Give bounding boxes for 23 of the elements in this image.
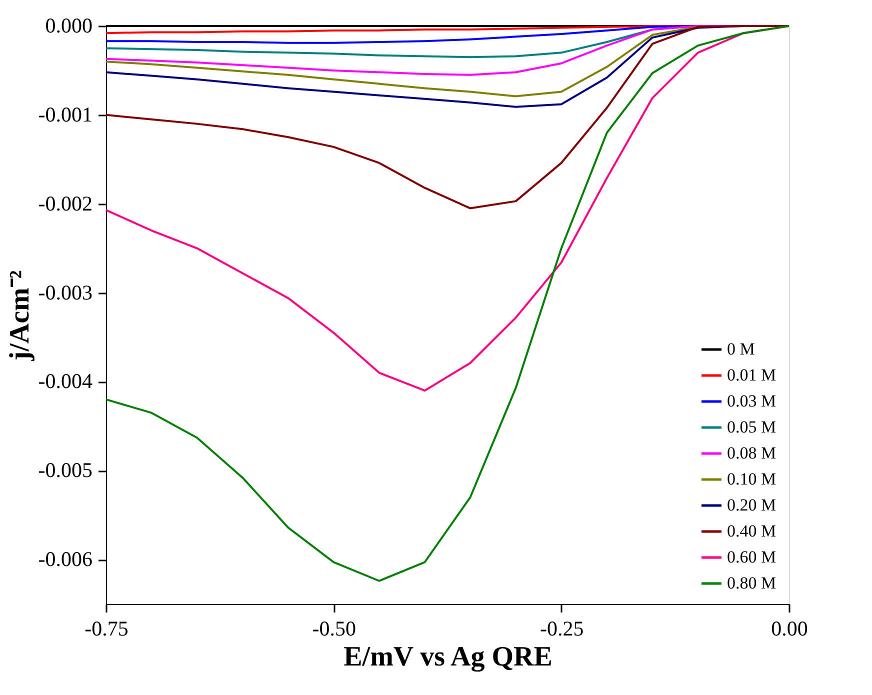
y-tick-label: -0.004 bbox=[38, 369, 93, 394]
x-tick-label: -0.25 bbox=[540, 616, 584, 640]
y-tick-label: -0.006 bbox=[38, 547, 92, 572]
legend-label: 0.80 M bbox=[727, 574, 776, 592]
legend-label: 0.40 M bbox=[727, 522, 776, 540]
legend-label: 0.03 M bbox=[727, 392, 776, 410]
legend-label: 0.01 M bbox=[727, 366, 776, 384]
legend-label: 0 M bbox=[727, 340, 755, 358]
legend-label: 0.08 M bbox=[727, 444, 776, 462]
y-tick-label: 0.000 bbox=[45, 14, 92, 38]
legend-label: 0.05 M bbox=[727, 418, 776, 436]
y-tick-label: -0.001 bbox=[38, 102, 92, 126]
x-axis-title: E/mV vs Ag QRE bbox=[344, 642, 552, 672]
y-tick-label: -0.005 bbox=[38, 458, 92, 482]
x-tick-label: 0.00 bbox=[771, 616, 808, 640]
y-tick-label: -0.002 bbox=[38, 191, 92, 216]
x-tick-label: -0.50 bbox=[312, 616, 356, 640]
legend-label: 0.10 M bbox=[727, 470, 776, 488]
legend-label: 0.20 M bbox=[727, 496, 776, 514]
y-axis-title: j/Acm⁻² bbox=[4, 270, 36, 362]
x-tick-label: -0.75 bbox=[84, 616, 128, 640]
legend-label: 0.60 M bbox=[727, 548, 776, 566]
y-tick-label: -0.003 bbox=[38, 280, 92, 304]
